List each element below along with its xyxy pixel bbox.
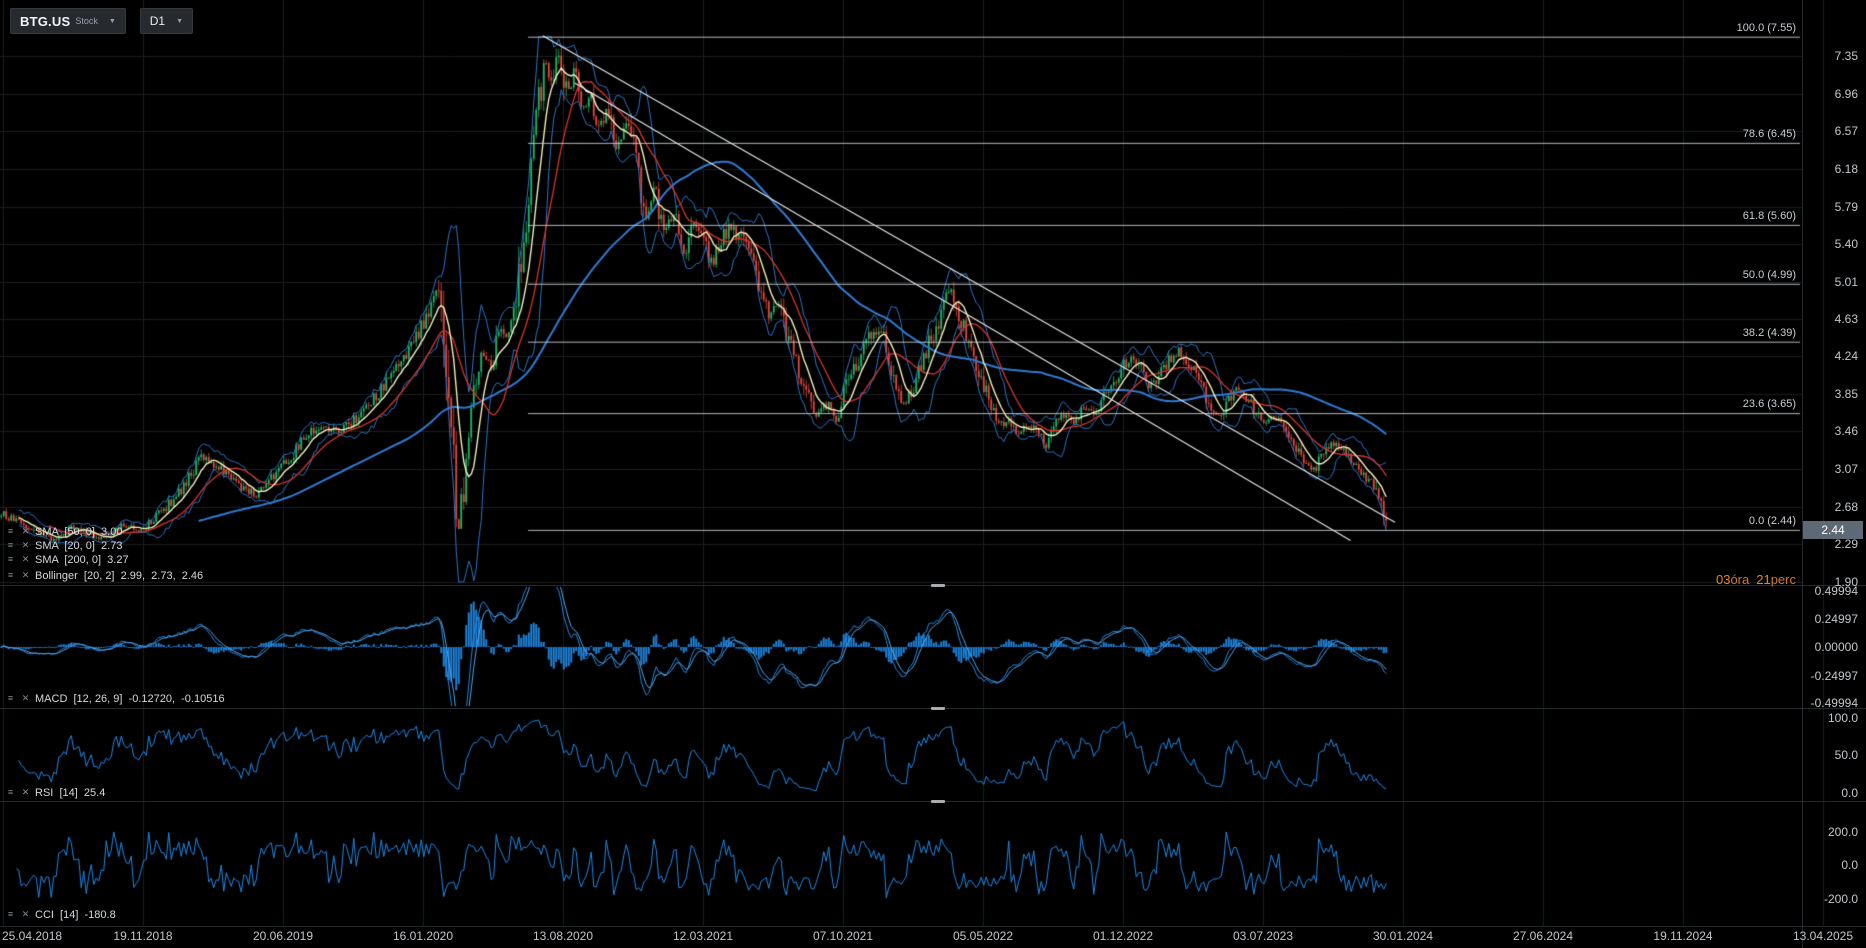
time-axis-label: 07.10.2021 bbox=[812, 929, 874, 943]
study-legend-cci: ≡ ✕ CCI [14] -180.8 bbox=[5, 908, 116, 921]
macd-axis-label: 0.00000 bbox=[1814, 640, 1858, 654]
time-axis-label: 30.01.2024 bbox=[1372, 929, 1434, 943]
study-legend-sma-200: ≡ ✕ SMA [200, 0] 3.27 bbox=[5, 553, 129, 566]
study-settings-icon[interactable]: ≡ bbox=[7, 787, 14, 797]
time-axis-label: 01.12.2022 bbox=[1092, 929, 1154, 943]
rsi-axis-label: 50.0 bbox=[1834, 748, 1858, 762]
countdown-hours: 03 bbox=[1715, 572, 1731, 587]
countdown-minutes: 21 bbox=[1756, 572, 1771, 587]
timeframe-selector[interactable]: D1 ▼ bbox=[139, 8, 194, 34]
candle-countdown: 03óra 21perc bbox=[1702, 557, 1796, 602]
fib-level-label: 23.6 (3.65) bbox=[1742, 398, 1796, 411]
time-axis-label: 25.04.2018 bbox=[2, 929, 63, 943]
price-axis-label: 6.57 bbox=[1834, 124, 1858, 139]
time-axis-label: 03.07.2023 bbox=[1232, 929, 1294, 943]
study-label: SMA [200, 0] 3.27 bbox=[35, 553, 129, 566]
study-label: RSI [14] 25.4 bbox=[35, 786, 106, 799]
study-legend-rsi: ≡ ✕ RSI [14] 25.4 bbox=[5, 786, 105, 799]
time-axis-label: 27.06.2024 bbox=[1512, 929, 1574, 943]
time-axis-label: 16.01.2020 bbox=[392, 929, 454, 943]
price-axis-label: 7.35 bbox=[1834, 49, 1858, 63]
chevron-down-icon: ▼ bbox=[108, 17, 116, 25]
countdown-hours-unit: óra bbox=[1730, 572, 1750, 587]
price-axis-label: 3.07 bbox=[1834, 462, 1858, 477]
study-remove-icon[interactable]: ✕ bbox=[21, 787, 30, 797]
study-settings-icon[interactable]: ≡ bbox=[7, 909, 14, 919]
price-axis-label: 2.29 bbox=[1834, 537, 1858, 552]
price-axis-label: 2.68 bbox=[1834, 499, 1858, 514]
study-remove-icon[interactable]: ✕ bbox=[21, 526, 30, 536]
chevron-down-icon: ▼ bbox=[176, 17, 184, 25]
study-label: Bollinger [20, 2] 2.99, 2.73, 2.46 bbox=[35, 569, 204, 582]
timeframe-label: D1 bbox=[149, 14, 166, 28]
study-settings-icon[interactable]: ≡ bbox=[7, 570, 14, 580]
price-axis-label: 4.24 bbox=[1834, 349, 1858, 364]
time-axis-label: 19.11.2018 bbox=[113, 929, 173, 943]
countdown-minutes-unit: perc bbox=[1770, 572, 1796, 587]
study-settings-icon[interactable]: ≡ bbox=[7, 526, 14, 536]
study-remove-icon[interactable]: ✕ bbox=[21, 540, 30, 550]
rsi-axis-label: 0.0 bbox=[1841, 786, 1858, 800]
instrument-type-label: Stock bbox=[75, 16, 98, 26]
study-legend-sma-20: ≡ ✕ SMA [20, 0] 2.73 bbox=[5, 539, 123, 552]
panel-resize-handle[interactable] bbox=[931, 584, 945, 587]
price-axis-label: 5.79 bbox=[1834, 199, 1858, 214]
study-settings-icon[interactable]: ≡ bbox=[7, 693, 14, 703]
macd-axis-label: 0.49994 bbox=[1814, 584, 1858, 598]
study-settings-icon[interactable]: ≡ bbox=[7, 540, 14, 550]
symbol-selector[interactable]: BTG.US Stock ▼ bbox=[10, 8, 126, 34]
chart-header: BTG.US Stock ▼ D1 ▼ bbox=[10, 8, 194, 34]
study-settings-icon[interactable]: ≡ bbox=[7, 554, 14, 564]
study-remove-icon[interactable]: ✕ bbox=[21, 554, 30, 564]
panel-separator[interactable] bbox=[0, 926, 1866, 927]
study-legend-macd: ≡ ✕ MACD [12, 26, 9] -0.12720, -0.10516 bbox=[5, 692, 225, 705]
time-axis-label: 12.03.2021 bbox=[672, 929, 734, 943]
price-axis-label: 4.63 bbox=[1834, 311, 1858, 326]
price-axis-label: 6.18 bbox=[1834, 161, 1858, 176]
price-axis-label: 3.46 bbox=[1834, 424, 1858, 439]
study-legend-bollinger: ≡ ✕ Bollinger [20, 2] 2.99, 2.73, 2.46 bbox=[5, 569, 203, 582]
time-axis-label: 20.06.2019 bbox=[252, 929, 314, 943]
macd-axis-label: 0.24997 bbox=[1814, 612, 1858, 626]
time-axis-label: 13.08.2020 bbox=[532, 929, 594, 943]
axis-separator bbox=[1802, 0, 1803, 948]
panel-resize-handle[interactable] bbox=[931, 800, 945, 803]
study-remove-icon[interactable]: ✕ bbox=[21, 909, 30, 919]
time-axis-label: 05.05.2022 bbox=[952, 929, 1014, 943]
fib-level-label: 0.0 (2.44) bbox=[1748, 514, 1796, 527]
macd-axis-label: -0.24997 bbox=[1810, 669, 1858, 683]
price-axis-label: 3.85 bbox=[1834, 386, 1858, 401]
fib-level-label: 61.8 (5.60) bbox=[1742, 209, 1796, 222]
price-axis-label: 5.40 bbox=[1834, 237, 1858, 252]
price-axis-label: 6.96 bbox=[1834, 86, 1858, 101]
macd-axis-label: -0.49994 bbox=[1810, 696, 1858, 710]
price-axis-label: 1.90 bbox=[1834, 575, 1858, 589]
fib-level-label: 100.0 (7.55) bbox=[1736, 21, 1796, 34]
rsi-axis-label: 100.0 bbox=[1827, 711, 1858, 725]
study-remove-icon[interactable]: ✕ bbox=[21, 570, 30, 580]
study-label: MACD [12, 26, 9] -0.12720, -0.10516 bbox=[35, 692, 225, 705]
fib-level-label: 38.2 (4.39) bbox=[1742, 326, 1796, 339]
cci-axis-label: 0.0 bbox=[1841, 858, 1858, 872]
cci-axis-label: 200.0 bbox=[1827, 825, 1858, 839]
time-axis-label: 19.11.2024 bbox=[1653, 929, 1713, 943]
fib-level-label: 50.0 (4.99) bbox=[1742, 268, 1796, 281]
cci-axis-label: -200.0 bbox=[1823, 892, 1858, 906]
study-label: CCI [14] -180.8 bbox=[35, 908, 116, 921]
symbol-label: BTG.US bbox=[20, 13, 71, 29]
study-legend-sma-50: ≡ ✕ SMA [50, 0] 3.00 bbox=[5, 525, 123, 538]
time-axis-label: 13.04.2025 bbox=[1792, 929, 1854, 943]
price-axis-label: 5.01 bbox=[1834, 274, 1858, 289]
study-remove-icon[interactable]: ✕ bbox=[21, 693, 30, 703]
current-price-badge: 2.44 bbox=[1803, 521, 1863, 539]
panel-resize-handle[interactable] bbox=[931, 707, 945, 710]
study-label: SMA [20, 0] 2.73 bbox=[35, 539, 123, 552]
study-label: SMA [50, 0] 3.00 bbox=[35, 525, 123, 538]
fib-level-label: 78.6 (6.45) bbox=[1742, 127, 1796, 140]
